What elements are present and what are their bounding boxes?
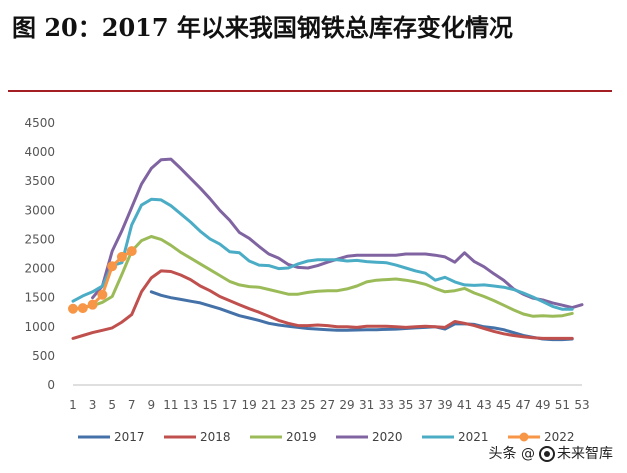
- x-tick-label: 19: [242, 398, 257, 412]
- x-tick-label: 3: [89, 398, 97, 412]
- x-tick-label: 7: [128, 398, 136, 412]
- title-divider: [8, 90, 612, 92]
- x-tick-label: 11: [163, 398, 178, 412]
- y-tick-label: 2000: [24, 262, 55, 276]
- series-2021: [71, 197, 574, 311]
- x-tick-label: 21: [261, 398, 276, 412]
- series-2020: [91, 157, 584, 310]
- series-line-2018: [71, 269, 574, 340]
- x-tick-label: 17: [222, 398, 237, 412]
- y-tick-label: 500: [32, 349, 55, 363]
- series-line-2017: [149, 290, 574, 342]
- watermark-prefix: 头条 @: [488, 446, 535, 462]
- x-tick-label: 29: [339, 398, 354, 412]
- x-tick-label: 45: [496, 398, 511, 412]
- legend-marker-2022: [519, 432, 529, 442]
- x-tick-label: 39: [437, 398, 452, 412]
- watermark-name: 未来智库: [557, 446, 613, 462]
- data-point-2022: [77, 303, 88, 314]
- data-point-2022: [126, 246, 137, 257]
- x-tick-label: 27: [320, 398, 335, 412]
- x-tick-label: 31: [359, 398, 374, 412]
- y-tick-label: 2500: [24, 232, 55, 246]
- x-tick-label: 41: [457, 398, 472, 412]
- y-tick-label: 1500: [24, 291, 55, 305]
- data-point-2022: [116, 251, 127, 262]
- y-tick-label: 4500: [24, 116, 55, 130]
- data-point-2022: [107, 261, 118, 272]
- series-2018: [71, 269, 574, 340]
- x-tick-label: 37: [418, 398, 433, 412]
- x-tick-label: 1: [69, 398, 77, 412]
- legend-label-2018: 2018: [200, 430, 231, 444]
- data-point-2022: [87, 299, 98, 310]
- legend-label-2017: 2017: [114, 430, 145, 444]
- legend-label-2019: 2019: [286, 430, 317, 444]
- legend-label-2020: 2020: [372, 430, 403, 444]
- watermark-logo-icon: [539, 446, 555, 462]
- series-line-2021: [71, 197, 574, 311]
- x-tick-label: 43: [476, 398, 491, 412]
- watermark: 头条 @ 未来智库: [489, 443, 613, 463]
- y-tick-label: 0: [47, 378, 55, 392]
- series-layer: [68, 157, 584, 342]
- series-2017: [149, 290, 574, 342]
- x-tick-label: 51: [555, 398, 570, 412]
- x-tick-label: 35: [398, 398, 413, 412]
- x-tick-label: 53: [574, 398, 589, 412]
- data-point-2022: [97, 289, 108, 300]
- chart-legend: 2017 2018 2019 2020 2021 2022: [78, 430, 575, 444]
- x-tick-label: 25: [300, 398, 315, 412]
- y-tick-label: 4000: [24, 145, 55, 159]
- x-tick-label: 33: [379, 398, 394, 412]
- x-tick-label: 15: [202, 398, 217, 412]
- y-tick-label: 1000: [24, 320, 55, 334]
- legend-label-2022: 2022: [544, 430, 575, 444]
- series-line-2020: [91, 157, 584, 310]
- series-2019: [81, 235, 574, 318]
- x-tick-label: 49: [535, 398, 550, 412]
- y-tick-label: 3500: [24, 174, 55, 188]
- x-tick-label: 5: [108, 398, 116, 412]
- x-tick-label: 9: [147, 398, 155, 412]
- data-point-2022: [68, 303, 78, 314]
- x-tick-label: 23: [281, 398, 296, 412]
- x-tick-label: 13: [183, 398, 198, 412]
- series-line-2019: [81, 235, 574, 318]
- legend-label-2021: 2021: [458, 430, 489, 444]
- series-2022: [68, 246, 137, 314]
- y-tick-label: 3000: [24, 203, 55, 217]
- x-tick-label: 47: [516, 398, 531, 412]
- figure-title: 图 20：2017 年以来我国钢铁总库存变化情况: [12, 13, 513, 42]
